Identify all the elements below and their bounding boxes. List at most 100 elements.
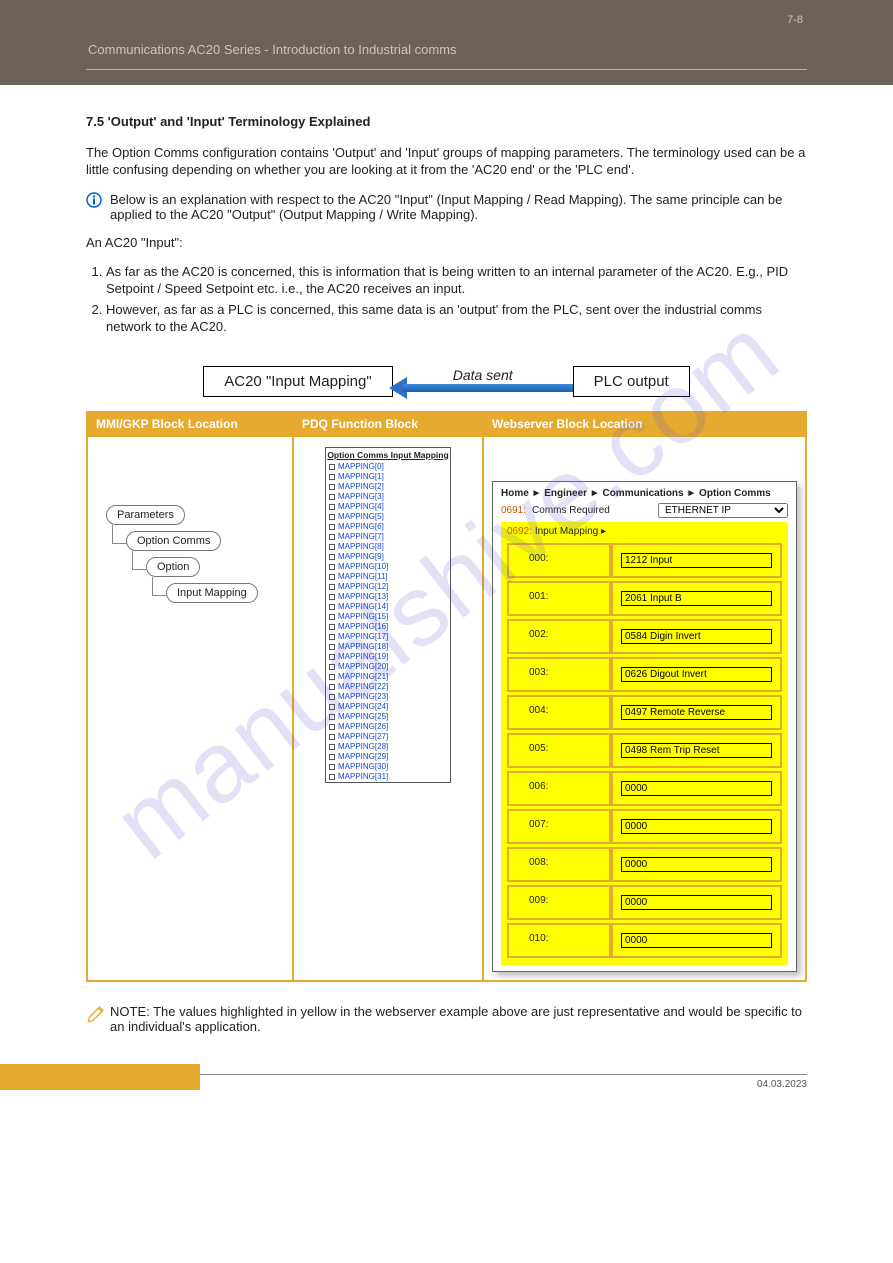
mapping-value-input[interactable]: [621, 705, 772, 720]
tri-header: PDQ Function Block: [293, 412, 483, 436]
pdq-pin-row[interactable]: MAPPING[5]: [326, 512, 450, 522]
pdq-pin-row[interactable]: MAPPING[13]: [326, 592, 450, 602]
menu-item[interactable]: Parameters: [106, 505, 185, 525]
explain-lead: An AC20 "Input":: [86, 234, 807, 252]
mapping-index: 002:: [507, 619, 611, 654]
tri-header: Webserver Block Location: [483, 412, 806, 436]
pdq-pin-row[interactable]: MAPPING[2]: [326, 482, 450, 492]
mapping-row: 004:: [507, 695, 782, 730]
explain-item: As far as the AC20 is concerned, this is…: [106, 264, 807, 298]
pdq-block: Option Comms Input Mapping MAPPING[0]MAP…: [325, 447, 451, 783]
mapping-row: 008:: [507, 847, 782, 882]
note: NOTE: The values highlighted in yellow i…: [86, 1004, 807, 1034]
explain-list: As far as the AC20 is concerned, this is…: [106, 264, 807, 336]
mapping-row: 010:: [507, 923, 782, 958]
pdq-pin-row[interactable]: MAPPING[11]: [326, 572, 450, 582]
mapping-index: 000:: [507, 543, 611, 578]
pdq-pin-row[interactable]: MAPPING[19]: [326, 652, 450, 662]
note-text: NOTE: The values highlighted in yellow i…: [110, 1004, 807, 1034]
pdq-pin-row[interactable]: MAPPING[26]: [326, 722, 450, 732]
mapping-value-input[interactable]: [621, 743, 772, 758]
pdq-pin-row[interactable]: MAPPING[31]: [326, 772, 450, 782]
flow-box-right: PLC output: [573, 366, 690, 397]
menu-item[interactable]: Option: [146, 557, 200, 577]
pdq-pin-row[interactable]: MAPPING[29]: [326, 752, 450, 762]
flow-diagram: AC20 "Input Mapping" Data sent PLC outpu…: [86, 366, 807, 397]
webserver-panel: Home ► Engineer ► Communications ► Optio…: [492, 481, 797, 972]
pdq-pin-row[interactable]: MAPPING[6]: [326, 522, 450, 532]
mapping-row: 001:: [507, 581, 782, 616]
info-text: Below is an explanation with respect to …: [110, 192, 807, 222]
pencil-icon: [86, 1006, 104, 1024]
mapping-value-input[interactable]: [621, 819, 772, 834]
mapping-row: 009:: [507, 885, 782, 920]
mapping-value-input[interactable]: [621, 781, 772, 796]
tri-header: MMI/GKP Block Location: [87, 412, 293, 436]
pdq-pin-row[interactable]: MAPPING[12]: [326, 582, 450, 592]
pdq-pin-row[interactable]: MAPPING[14]: [326, 602, 450, 612]
mapping-value-input[interactable]: [621, 591, 772, 606]
mapping-row: 006:: [507, 771, 782, 806]
pdq-pin-row[interactable]: MAPPING[22]: [326, 682, 450, 692]
mapping-index: 003:: [507, 657, 611, 692]
mapping-index: 006:: [507, 771, 611, 806]
pdq-pin-row[interactable]: MAPPING[23]: [326, 692, 450, 702]
tri-cell-pdq: Option Comms Input Mapping MAPPING[0]MAP…: [293, 436, 483, 981]
mapping-value-input[interactable]: [621, 857, 772, 872]
menu-item[interactable]: Option Comms: [126, 531, 221, 551]
tri-table: MMI/GKP Block Location PDQ Function Bloc…: [86, 411, 807, 982]
mapping-index: 001:: [507, 581, 611, 616]
pdq-pin-row[interactable]: MAPPING[30]: [326, 762, 450, 772]
mapping-index: 004:: [507, 695, 611, 730]
flow-arrow: Data sent: [393, 367, 573, 395]
intro-text: The Option Comms configuration contains …: [86, 144, 807, 179]
mapping-value-input[interactable]: [621, 553, 772, 568]
pdq-pin-row[interactable]: MAPPING[7]: [326, 532, 450, 542]
pdq-pin-row[interactable]: MAPPING[16]: [326, 622, 450, 632]
breadcrumb: Home ► Engineer ► Communications ► Optio…: [501, 488, 788, 499]
header-bar: 7-8 Communications AC20 Series - Introdu…: [0, 0, 893, 85]
pdq-title: Option Comms Input Mapping: [326, 448, 450, 462]
param-label: Comms Required: [532, 505, 652, 516]
pdq-pin-row[interactable]: MAPPING[28]: [326, 742, 450, 752]
footer-date: 04.03.2023: [757, 1079, 807, 1090]
mapping-index: 005:: [507, 733, 611, 768]
mapping-value-input[interactable]: [621, 667, 772, 682]
pdq-pin-row[interactable]: MAPPING[21]: [326, 672, 450, 682]
mapping-row: 005:: [507, 733, 782, 768]
comms-select[interactable]: ETHERNET IP: [658, 503, 788, 518]
mapping-value-input[interactable]: [621, 629, 772, 644]
mapping-row: 003:: [507, 657, 782, 692]
brand-strip: [0, 1064, 200, 1090]
header-rule: [86, 69, 807, 70]
pdq-pin-row[interactable]: MAPPING[4]: [326, 502, 450, 512]
pdq-pin-row[interactable]: MAPPING[1]: [326, 472, 450, 482]
mapping-index: 008:: [507, 847, 611, 882]
section-label: Communications AC20 Series - Introductio…: [88, 42, 457, 57]
pdq-pin-row[interactable]: MAPPING[18]: [326, 642, 450, 652]
pdq-pin-row[interactable]: MAPPING[3]: [326, 492, 450, 502]
pdq-pin-row[interactable]: MAPPING[10]: [326, 562, 450, 572]
page-number-top: 7-8: [787, 14, 803, 26]
pdq-pin-row[interactable]: MAPPING[9]: [326, 552, 450, 562]
pdq-pin-row[interactable]: MAPPING[0]: [326, 462, 450, 472]
info-callout: Below is an explanation with respect to …: [86, 192, 807, 222]
menu-item[interactable]: Input Mapping: [166, 583, 258, 603]
pdq-pin-row[interactable]: MAPPING[25]: [326, 712, 450, 722]
mapping-value-input[interactable]: [621, 895, 772, 910]
mapping-row: 000:: [507, 543, 782, 578]
info-icon: [86, 192, 102, 208]
pdq-pin-row[interactable]: MAPPING[17]: [326, 632, 450, 642]
mapping-index: 010:: [507, 923, 611, 958]
pdq-pin-row[interactable]: MAPPING[27]: [326, 732, 450, 742]
mapping-index: 007:: [507, 809, 611, 844]
pdq-pin-row[interactable]: MAPPING[15]: [326, 612, 450, 622]
pdq-pin-row[interactable]: MAPPING[8]: [326, 542, 450, 552]
flow-box-left: AC20 "Input Mapping": [203, 366, 392, 397]
param-label: Input Mapping ▸: [535, 526, 606, 537]
mapping-row: 002:: [507, 619, 782, 654]
pdq-pin-row[interactable]: MAPPING[24]: [326, 702, 450, 712]
pdq-pin-row[interactable]: MAPPING[20]: [326, 662, 450, 672]
mapping-row: 007:: [507, 809, 782, 844]
mapping-value-input[interactable]: [621, 933, 772, 948]
